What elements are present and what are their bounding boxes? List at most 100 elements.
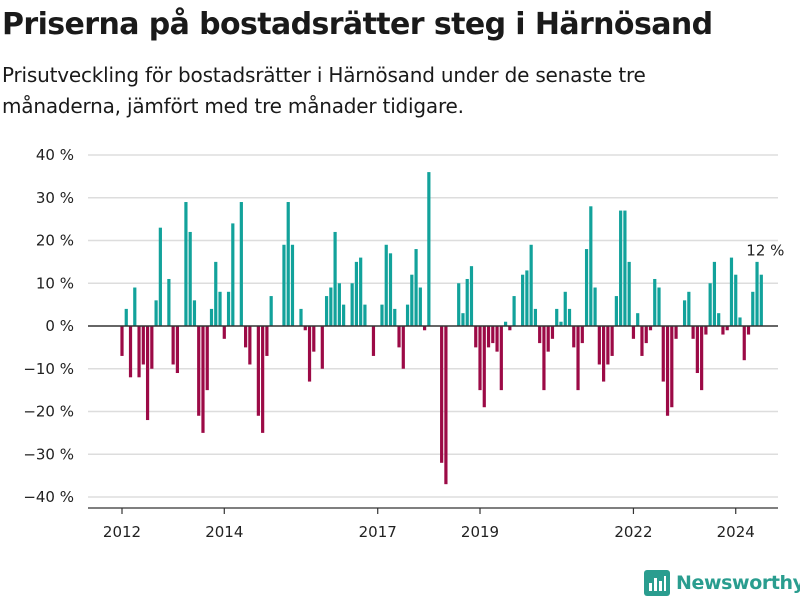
bar <box>261 326 265 433</box>
y-tick-label: 40 % <box>36 146 74 164</box>
bar <box>128 326 133 378</box>
bar <box>269 296 273 326</box>
bar <box>482 326 486 408</box>
bar <box>665 326 670 416</box>
bar <box>610 326 614 356</box>
bar <box>512 296 516 326</box>
bar <box>397 326 401 348</box>
bar <box>729 257 734 326</box>
bar <box>265 326 269 356</box>
bar <box>205 326 209 391</box>
bar <box>124 308 128 326</box>
bar <box>359 257 363 326</box>
bar <box>282 244 286 326</box>
bar <box>746 326 751 335</box>
bar <box>567 308 572 326</box>
bar <box>342 304 346 327</box>
bar <box>572 326 576 348</box>
bar <box>623 210 627 326</box>
y-tick-label: −30 % <box>23 445 74 463</box>
bar <box>184 202 188 326</box>
bar <box>682 300 687 326</box>
bar <box>307 326 312 382</box>
bar <box>226 291 231 326</box>
annotations: 12 % <box>746 242 784 260</box>
axes <box>88 325 778 509</box>
bar <box>248 326 252 365</box>
bar <box>478 326 482 391</box>
bar <box>597 326 601 365</box>
bar <box>418 287 422 326</box>
bar <box>469 266 474 326</box>
bar <box>691 326 695 339</box>
bar <box>239 202 243 326</box>
bar <box>555 308 559 326</box>
bar <box>312 326 316 352</box>
x-tick-label: 2024 <box>717 523 755 541</box>
bar <box>521 274 525 326</box>
y-tick-label: −20 % <box>23 403 74 421</box>
bar <box>559 321 563 326</box>
bar <box>405 304 410 327</box>
bar <box>371 326 376 356</box>
bar <box>717 313 721 326</box>
bar <box>674 326 678 339</box>
bar <box>614 296 618 326</box>
y-axis-ticks: −40 % −30 % −20 % −10 % 0 % 10 % 20 % 30 % 40 % <box>23 146 74 506</box>
bar <box>648 326 653 331</box>
bar <box>742 326 746 361</box>
bar <box>256 326 260 416</box>
bar <box>700 326 704 391</box>
bar <box>197 326 201 416</box>
bar <box>734 274 738 326</box>
bar <box>563 291 567 326</box>
x-tick-label: 2022 <box>614 523 652 541</box>
bar <box>244 326 248 348</box>
bar <box>606 326 610 365</box>
bar <box>329 287 333 326</box>
bar <box>354 261 359 327</box>
bar <box>759 274 763 326</box>
bar <box>529 244 533 326</box>
y-tick-label: −40 % <box>23 488 74 506</box>
bar <box>704 326 708 335</box>
bar <box>167 278 171 326</box>
bar <box>401 326 405 369</box>
bar <box>192 300 197 326</box>
bar <box>175 326 180 374</box>
bar <box>158 227 162 326</box>
bar <box>218 291 222 326</box>
bar <box>231 223 235 326</box>
bar <box>550 326 555 339</box>
bar <box>644 326 648 344</box>
logo-text: Newsworthy <box>676 572 800 594</box>
bar <box>171 326 175 365</box>
bar <box>410 274 414 326</box>
bar <box>384 244 388 326</box>
bar <box>712 261 717 327</box>
bar <box>619 210 623 326</box>
y-tick-label: 20 % <box>36 232 74 250</box>
bar <box>542 326 546 391</box>
bar <box>201 326 205 433</box>
bar <box>324 296 329 326</box>
bar <box>141 326 145 365</box>
y-tick-label: 10 % <box>36 274 74 292</box>
bar <box>303 326 307 331</box>
bar <box>444 326 448 485</box>
bar <box>120 326 124 356</box>
bar <box>538 326 542 344</box>
latest-value-label: 12 % <box>746 242 784 260</box>
bar <box>661 326 665 382</box>
page-title: Priserna på bostadsrätter steg i Härnösa… <box>2 7 713 42</box>
bar <box>440 326 444 463</box>
bar <box>414 249 418 326</box>
bar <box>491 326 495 344</box>
bar <box>333 231 337 326</box>
bar-chart: −40 %−30 %−20 %−10 %0 %10 %20 %30 %40 % … <box>23 146 784 541</box>
bar <box>499 326 503 391</box>
bar <box>738 317 742 326</box>
bar <box>670 326 674 408</box>
bar <box>653 278 657 326</box>
newsworthy-logo[interactable]: Newsworthy <box>644 568 800 598</box>
